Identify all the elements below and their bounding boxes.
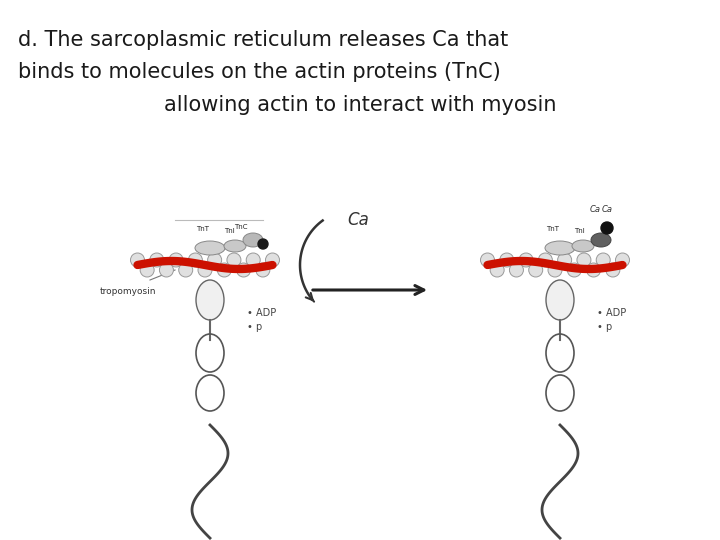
- Circle shape: [519, 253, 533, 267]
- Ellipse shape: [224, 240, 246, 252]
- Circle shape: [159, 263, 174, 277]
- Circle shape: [548, 263, 562, 277]
- Text: • p: • p: [247, 322, 262, 332]
- Text: TnC: TnC: [234, 224, 248, 230]
- Circle shape: [266, 253, 279, 267]
- Circle shape: [601, 222, 613, 234]
- Circle shape: [539, 253, 552, 267]
- Circle shape: [207, 253, 222, 267]
- Circle shape: [150, 253, 163, 267]
- Ellipse shape: [591, 233, 611, 247]
- Text: TnI: TnI: [574, 228, 585, 234]
- Circle shape: [256, 263, 270, 277]
- Ellipse shape: [195, 241, 225, 255]
- Ellipse shape: [546, 280, 574, 320]
- Circle shape: [606, 263, 620, 277]
- Circle shape: [130, 253, 145, 267]
- Circle shape: [140, 263, 154, 277]
- Circle shape: [227, 253, 241, 267]
- Circle shape: [189, 253, 202, 267]
- Circle shape: [179, 263, 193, 277]
- Text: binds to molecules on the actin proteins (TnC): binds to molecules on the actin proteins…: [18, 62, 500, 82]
- Circle shape: [528, 263, 543, 277]
- Circle shape: [198, 263, 212, 277]
- Ellipse shape: [545, 241, 575, 255]
- Text: • p: • p: [597, 322, 612, 332]
- Circle shape: [480, 253, 495, 267]
- Ellipse shape: [572, 240, 594, 252]
- Text: Ca: Ca: [590, 205, 600, 214]
- Text: Ca: Ca: [601, 205, 613, 214]
- Circle shape: [258, 239, 268, 249]
- Text: Ca: Ca: [347, 211, 369, 229]
- Circle shape: [510, 263, 523, 277]
- Circle shape: [246, 253, 260, 267]
- Circle shape: [567, 263, 581, 277]
- Text: tropomyosin: tropomyosin: [100, 287, 156, 296]
- Circle shape: [169, 253, 183, 267]
- Circle shape: [490, 263, 504, 277]
- Text: d. The sarcoplasmic reticulum releases Ca that: d. The sarcoplasmic reticulum releases C…: [18, 30, 508, 50]
- Circle shape: [500, 253, 514, 267]
- Text: allowing actin to interact with myosin: allowing actin to interact with myosin: [163, 95, 557, 115]
- Circle shape: [616, 253, 629, 267]
- Circle shape: [596, 253, 611, 267]
- Circle shape: [217, 263, 231, 277]
- Text: • ADP: • ADP: [247, 308, 276, 318]
- Text: • ADP: • ADP: [597, 308, 626, 318]
- Text: TnI: TnI: [224, 228, 235, 234]
- Circle shape: [577, 253, 591, 267]
- Ellipse shape: [243, 233, 263, 247]
- Circle shape: [558, 253, 572, 267]
- Ellipse shape: [196, 280, 224, 320]
- Text: TnT: TnT: [197, 226, 210, 232]
- Text: TnT: TnT: [546, 226, 559, 232]
- Circle shape: [237, 263, 251, 277]
- Circle shape: [587, 263, 600, 277]
